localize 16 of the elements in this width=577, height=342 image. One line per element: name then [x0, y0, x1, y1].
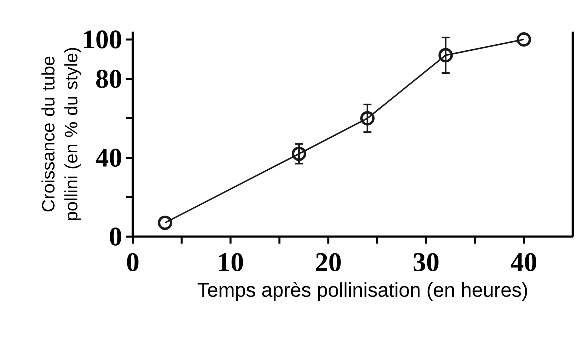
point [438, 48, 454, 63]
y-tick-label: 100 [84, 30, 122, 49]
point [360, 111, 375, 126]
x-tick-label: 20 [316, 253, 341, 272]
point [516, 32, 532, 47]
x-axis-title: Temps après pollinisation (en heures) [198, 282, 528, 302]
point [158, 216, 172, 230]
y-tick-label: 0 [110, 228, 122, 246]
x-tick-label: 10 [219, 253, 244, 272]
point [292, 146, 306, 162]
y-axis-title: Croissance du tube pollini (en % du style) [42, 48, 82, 220]
y-tick-label: 40 [96, 148, 122, 168]
y-tick-label: 80 [96, 70, 122, 88]
x-tick-label: 40 [511, 253, 537, 272]
x-tick-label: 30 [414, 253, 439, 272]
x-tick-label: 0 [127, 253, 139, 272]
